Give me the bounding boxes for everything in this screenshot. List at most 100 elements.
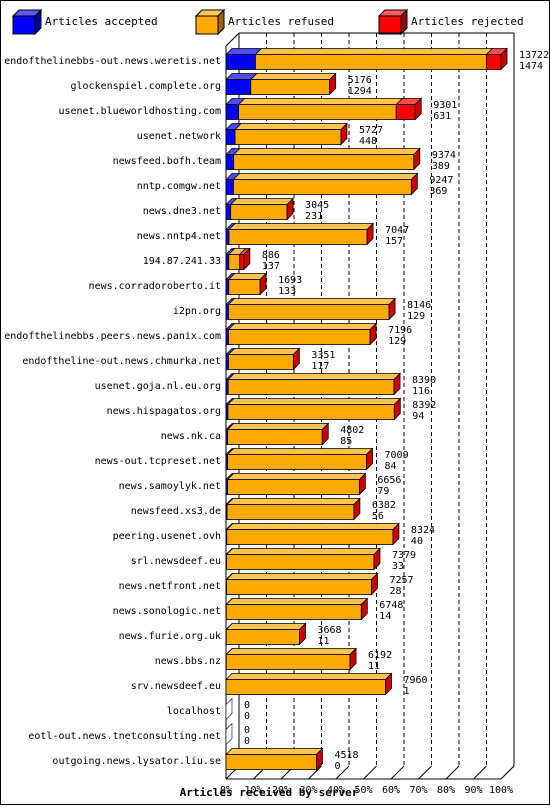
bar-accepted xyxy=(226,130,235,145)
bar-row xyxy=(226,749,322,770)
bar-refused xyxy=(226,655,350,670)
x-axis-label: Articles received by server xyxy=(180,786,359,799)
total-value-label: 1693 xyxy=(278,275,302,286)
bar-refused-top xyxy=(226,599,367,605)
total-value-label: 6382 xyxy=(372,500,396,511)
total-value-label: 5727 xyxy=(359,125,383,136)
server-label: news-out.tcpreset.net xyxy=(95,456,221,467)
bar-refused-top xyxy=(233,174,417,180)
bar-refused xyxy=(231,205,287,220)
bars xyxy=(226,49,507,770)
accepted-value-label: 11 xyxy=(317,636,329,647)
bar-refused-top xyxy=(251,74,336,80)
bar-row xyxy=(226,74,336,95)
total-value-label: 7257 xyxy=(389,575,413,586)
bar-row xyxy=(226,99,421,120)
accepted-value-label: 79 xyxy=(377,486,389,497)
bar-accepted xyxy=(226,80,251,95)
bar-refused xyxy=(226,755,316,770)
total-value-label: 4802 xyxy=(340,425,364,436)
server-label: usenet.network xyxy=(137,131,221,142)
server-label: peering.usenet.ovh xyxy=(113,531,221,542)
bar-row xyxy=(226,374,400,395)
bar-refused xyxy=(229,280,260,295)
total-value-label: 8390 xyxy=(412,375,436,386)
bar-rejected xyxy=(396,105,415,120)
server-label: endofthelinebbs.peers.news.panix.com xyxy=(4,331,221,342)
total-value-label: 0 xyxy=(244,700,250,711)
bar-refused-top xyxy=(255,49,492,55)
server-label: srl.newsdeef.eu xyxy=(131,556,221,567)
accepted-value-label: 369 xyxy=(429,186,447,197)
legend-swatch xyxy=(379,16,401,34)
total-value-label: 3668 xyxy=(317,625,341,636)
total-value-label: 3045 xyxy=(305,200,329,211)
total-value-label: 7379 xyxy=(392,550,416,561)
bar-refused xyxy=(228,480,360,495)
bar-accepted xyxy=(226,205,231,220)
accepted-value-label: 0 xyxy=(244,736,250,747)
bar-refused xyxy=(228,305,389,320)
floor-tick xyxy=(446,766,459,779)
bar-refused xyxy=(233,180,411,195)
x-tick-label: 80% xyxy=(437,785,455,796)
bar-refused-top xyxy=(226,624,305,630)
bar-refused-top xyxy=(228,399,400,405)
bar-refused-top xyxy=(235,124,347,130)
accepted-value-label: 14 xyxy=(379,611,391,622)
total-value-label: 7047 xyxy=(385,225,409,236)
bar-accepted xyxy=(226,105,239,120)
bar-row xyxy=(226,449,373,470)
bar-row xyxy=(226,49,507,70)
server-label: localhost xyxy=(167,706,221,717)
bar-refused xyxy=(227,530,393,545)
server-label: news.furie.org.uk xyxy=(119,631,221,642)
accepted-value-label: 389 xyxy=(432,161,450,172)
legend-item-1: Articles refused xyxy=(196,10,334,34)
bar-row xyxy=(226,124,347,145)
bar-row xyxy=(226,224,373,245)
total-value-label: 9247 xyxy=(429,175,453,186)
legend-item-2: Articles rejected xyxy=(379,10,524,34)
bar-refused xyxy=(229,230,367,245)
server-label: endofthelinebbs-out.news.weretis.net xyxy=(4,56,221,67)
bar-row xyxy=(226,174,417,195)
server-label: usenet.blueworldhosting.com xyxy=(58,106,221,117)
server-label: news.dne3.net xyxy=(143,206,221,217)
accepted-value-label: 0 xyxy=(244,711,250,722)
bar-row xyxy=(226,349,299,370)
server-label: news.nntp4.net xyxy=(137,231,221,242)
bar-refused-top xyxy=(228,424,329,430)
accepted-value-label: 33 xyxy=(392,561,404,572)
axis-depth-top xyxy=(226,33,239,46)
bar-empty-side xyxy=(226,699,232,720)
bar-accepted xyxy=(226,155,234,170)
bar-refused xyxy=(255,55,486,70)
total-value-label: 7960 xyxy=(404,675,428,686)
bar-row xyxy=(226,324,376,345)
bar-row xyxy=(226,599,367,620)
total-value-label: 7009 xyxy=(385,450,409,461)
bar-refused-top xyxy=(239,99,403,105)
bar-refused xyxy=(226,630,299,645)
accepted-value-label: 94 xyxy=(412,411,424,422)
server-label: news.samoylyk.net xyxy=(119,481,221,492)
bar-row xyxy=(226,674,392,695)
server-label: news.bbs.nz xyxy=(155,656,221,667)
bar-refused xyxy=(226,680,386,695)
x-tick-label: 70% xyxy=(409,785,427,796)
bar-row xyxy=(226,649,356,670)
bar-row xyxy=(226,149,420,170)
x-tick-label: 100% xyxy=(489,785,513,796)
bar-refused xyxy=(226,605,361,620)
total-value-label: 6192 xyxy=(368,650,392,661)
legend-label: Articles accepted xyxy=(45,15,158,28)
bar-refused xyxy=(227,505,354,520)
floor-tick xyxy=(391,766,404,779)
bar-row xyxy=(226,549,380,570)
accepted-value-label: 231 xyxy=(305,211,323,222)
server-label: i2pn.org xyxy=(173,306,221,317)
bar-row xyxy=(226,499,360,520)
bar-rejected xyxy=(486,55,501,70)
